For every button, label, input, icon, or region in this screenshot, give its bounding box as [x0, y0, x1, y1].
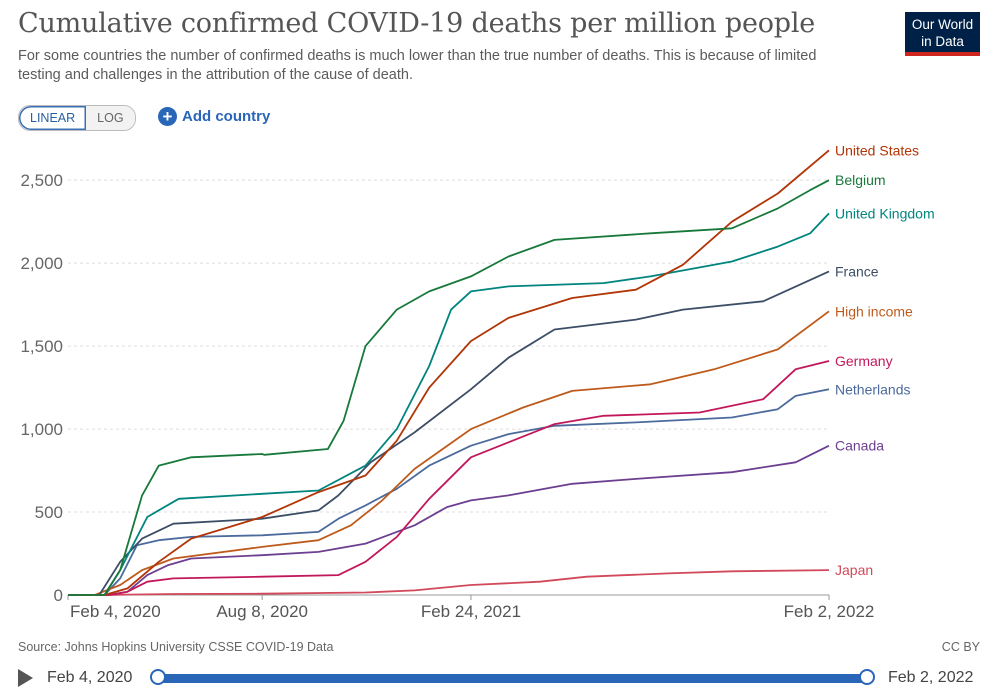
logo-line-2: in Data [921, 34, 964, 49]
series-line-netherlands [68, 388, 830, 596]
timeline-end-label: Feb 2, 2022 [888, 669, 974, 686]
plus-circle-icon: + [158, 107, 177, 126]
timeline-start-handle[interactable] [150, 669, 166, 685]
timeline: Feb 4, 2020 Feb 2, 2022 [0, 662, 997, 694]
series-line-belgium [68, 179, 830, 596]
series-label-netherlands: Netherlands [835, 381, 911, 397]
chart-subtitle: For some countries the number of confirm… [18, 48, 817, 83]
y-tick-label: 2,000 [20, 254, 63, 273]
series-label-canada: Canada [835, 438, 884, 454]
add-country-button[interactable]: + Add country [158, 107, 270, 126]
x-tick-label: Feb 2, 2022 [784, 602, 875, 621]
x-tick-label: Aug 8, 2020 [216, 602, 308, 621]
series-line-japan [67, 569, 830, 596]
chart-grid [68, 179, 829, 513]
chart-title: Cumulative confirmed COVID-19 deaths per… [18, 8, 816, 39]
series-label-japan: Japan [835, 562, 873, 578]
log-scale-button[interactable]: LOG [86, 106, 135, 130]
linear-scale-button[interactable]: LINEAR [19, 106, 87, 130]
y-tick-label: 1,000 [20, 420, 63, 439]
series-line-canada [67, 444, 830, 596]
series-label-germany: Germany [835, 353, 893, 369]
series-line-france [68, 270, 830, 596]
y-tick-label: 2,500 [20, 171, 63, 190]
timeline-end-handle[interactable] [859, 669, 875, 685]
y-tick-label: 1,500 [20, 337, 63, 356]
add-country-label: Add country [182, 108, 271, 125]
timeline-start-label: Feb 4, 2020 [47, 669, 133, 686]
chart-series-labels: United States Belgium United Kingdom France… [835, 142, 935, 578]
owid-logo[interactable]: Our World in Data [905, 12, 980, 56]
series-label-united-kingdom: United Kingdom [835, 205, 935, 221]
chart-axes: 0 500 1,000 1,500 2,000 2,500 Feb 4, 2020 Aug 8… [20, 171, 874, 621]
series-line-high-income [67, 310, 830, 596]
play-icon[interactable] [18, 669, 33, 687]
x-tick-label: Feb 4, 2020 [70, 602, 161, 621]
scale-toggle: LINEAR LOG [18, 105, 136, 131]
series-label-high-income: High income [835, 303, 913, 319]
series-label-belgium: Belgium [835, 172, 886, 188]
x-tick-label: Feb 24, 2021 [421, 602, 521, 621]
y-tick-label: 0 [54, 586, 63, 605]
y-tick-label: 500 [35, 503, 63, 522]
license-link[interactable]: CC BY [941, 640, 980, 654]
series-line-united-states [68, 149, 830, 596]
series-label-united-states: United States [835, 142, 919, 158]
series-line-germany [68, 360, 830, 596]
line-chart: 0 500 1,000 1,500 2,000 2,500 Feb 4, 2020 Aug 8… [20, 142, 935, 621]
series-line-united-kingdom [68, 212, 830, 596]
series-label-france: France [835, 263, 879, 279]
chart-lines [67, 149, 830, 596]
timeline-track[interactable] [158, 674, 867, 683]
logo-line-1: Our World [911, 17, 974, 32]
source-note: Source: Johns Hopkins University CSSE CO… [18, 640, 334, 654]
